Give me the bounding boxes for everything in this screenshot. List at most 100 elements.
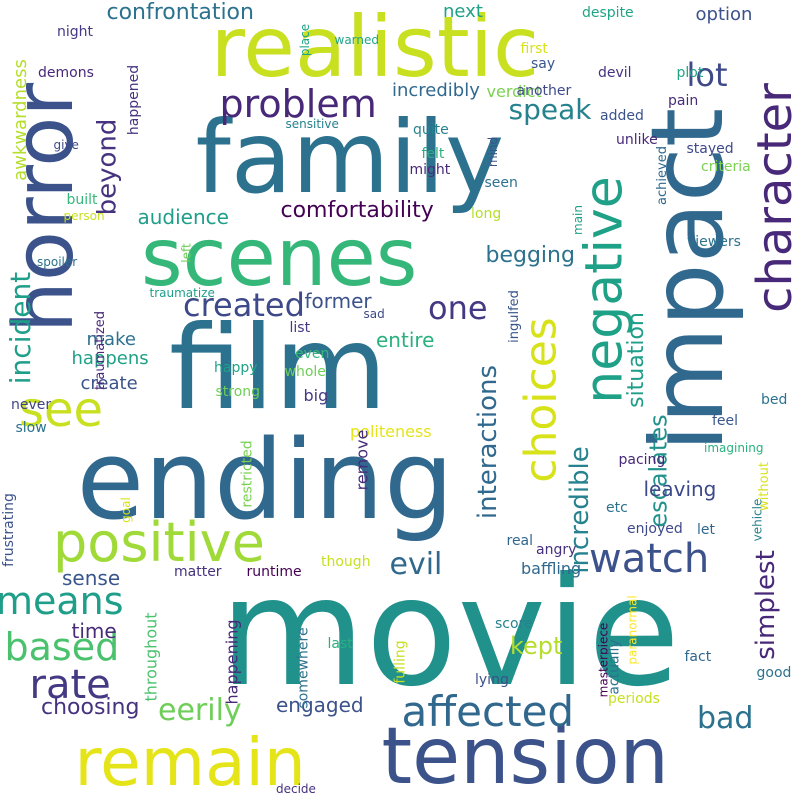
word-imagining: imagining — [704, 441, 764, 455]
word-create: create — [80, 373, 138, 394]
word-restricted: restricted — [239, 440, 256, 508]
word-ending: ending — [76, 416, 454, 544]
word-affected: affected — [401, 687, 575, 736]
word-bed: bed — [761, 392, 788, 408]
word-vehicle: vehicle — [749, 498, 764, 542]
word-positive: positive — [53, 511, 265, 574]
word-somewhere: somewhere — [295, 627, 312, 709]
word-throughout: throughout — [141, 612, 161, 702]
word-speak: speak — [508, 93, 592, 126]
word-simplest: simplest — [750, 550, 781, 660]
word-never: never — [11, 397, 52, 413]
word-evil: evil — [389, 547, 443, 582]
word-negative: negative — [574, 176, 635, 404]
word-ingulfed: ingulfed — [506, 289, 522, 343]
word-devil: devil — [598, 65, 632, 81]
word-movie: movie — [219, 546, 681, 720]
word-option: option — [695, 4, 753, 25]
word-next: next — [443, 1, 483, 22]
word-place: place — [298, 23, 313, 57]
word-etc: etc — [606, 500, 628, 516]
word-unlike: unlike — [616, 132, 658, 148]
word-situation: situation — [623, 312, 649, 408]
word-last: last — [327, 636, 353, 652]
word-verdict: verdict — [486, 82, 542, 101]
word-scenes: scenes — [141, 211, 418, 304]
word-let: let — [697, 522, 715, 538]
word-sense: sense — [62, 566, 121, 590]
word-audience: audience — [137, 205, 229, 229]
word-long: long — [471, 206, 502, 222]
word-achieved: achieved — [654, 145, 670, 205]
word-traumatize: traumatize — [149, 286, 215, 300]
word-kept: kept — [510, 632, 563, 660]
word-angry: angry — [536, 542, 577, 558]
word-seen: seen — [484, 175, 518, 191]
word-person: person — [63, 209, 105, 223]
word-periods: periods — [608, 691, 660, 707]
word-big: big — [303, 386, 329, 405]
word-leaving: leaving — [643, 477, 717, 501]
word-film: film — [169, 301, 388, 436]
word-built: built — [66, 192, 98, 208]
word-bad: bad — [697, 701, 754, 736]
word-runtime: runtime — [246, 564, 302, 580]
word-traumatized: traumatized — [92, 310, 108, 390]
word-criteria: criteria — [701, 159, 751, 175]
word-paranormal: paranormal — [625, 595, 640, 665]
word-though: though — [321, 554, 371, 570]
word-means: means — [0, 579, 124, 623]
word-family: family — [195, 99, 505, 216]
word-engaged: engaged — [276, 693, 364, 717]
word-feel: feel — [712, 413, 739, 429]
word-night: night — [57, 24, 94, 40]
word-quite: quite — [413, 122, 449, 138]
word-fact: fact — [684, 649, 712, 665]
word-remove: remove — [351, 429, 371, 491]
word-one: one — [428, 289, 488, 327]
word-stayed: stayed — [686, 141, 734, 157]
word-felt: felt — [421, 146, 445, 162]
word-baffling: baffling — [521, 559, 582, 578]
word-actually: actually — [606, 639, 623, 695]
word-sad: sad — [363, 307, 385, 321]
word-former: former — [304, 289, 372, 313]
word-problem: problem — [219, 82, 377, 126]
word-lot: lot — [686, 56, 728, 94]
word-decide: decide — [276, 782, 316, 796]
word-created: created — [183, 286, 305, 324]
word-interactions: interactions — [473, 364, 504, 520]
word-sensitive: sensitive — [285, 117, 339, 131]
word-viewers: viewers — [687, 234, 741, 250]
word-tension: tension — [381, 712, 669, 800]
word-incident: incident — [4, 271, 38, 385]
word-entire: entire — [376, 328, 435, 352]
word-choosing: choosing — [41, 695, 140, 720]
word-first: first — [520, 41, 548, 57]
word-strong: strong — [215, 384, 261, 400]
word-enjoyed: enjoyed — [627, 521, 683, 537]
word-eerily: eerily — [158, 693, 242, 728]
word-added: added — [600, 108, 644, 124]
word-whole: whole — [284, 364, 326, 380]
word-comfortability: comfortability — [280, 198, 434, 223]
word-slow: slow — [15, 420, 47, 436]
word-realistic: realistic — [210, 0, 540, 96]
word-left: left — [179, 243, 194, 263]
word-escalates: escalates — [644, 414, 673, 528]
word-even: even — [295, 346, 330, 362]
word-give: give — [53, 138, 79, 152]
word-another: another — [516, 83, 572, 99]
word-politeness: politeness — [350, 422, 432, 441]
word-spoiler: spoiler — [37, 255, 78, 269]
word-goal: goal — [118, 497, 133, 523]
word-matter: matter — [174, 564, 222, 580]
word-mind: mind — [486, 136, 501, 168]
word-real: real — [506, 533, 534, 549]
word-despite: despite — [582, 5, 634, 21]
word-watch: watch — [589, 536, 710, 582]
word-fulling: fulling — [392, 640, 409, 684]
word-say: say — [531, 56, 556, 72]
word-remain: remain — [74, 724, 306, 800]
word-frustrating: frustrating — [0, 493, 17, 567]
